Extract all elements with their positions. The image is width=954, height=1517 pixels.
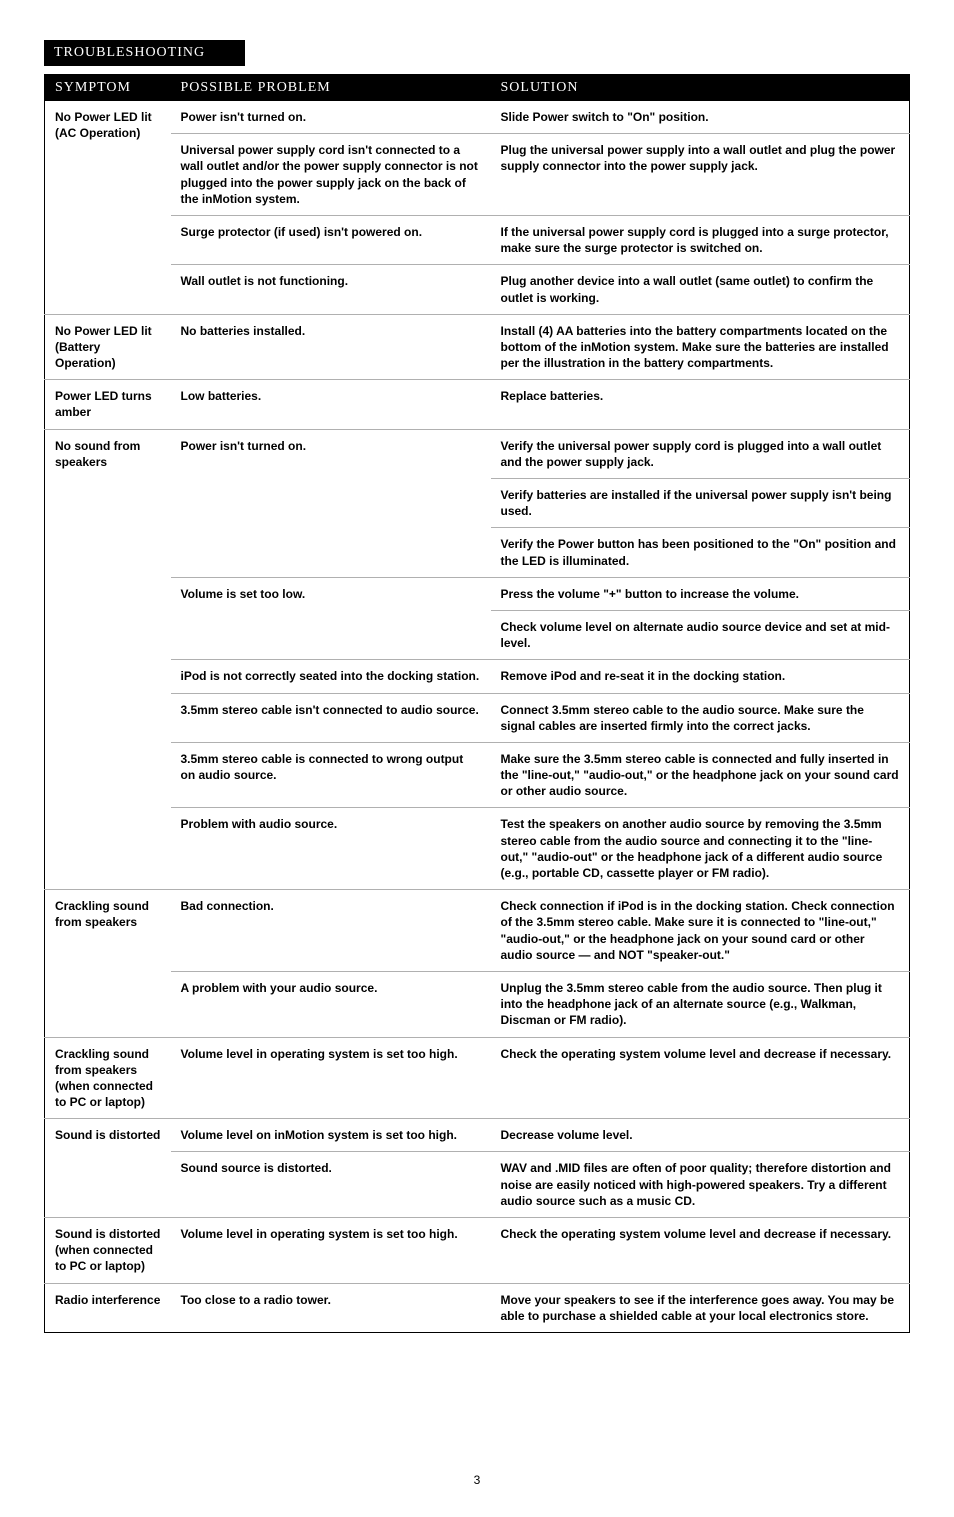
- solution-cell: WAV and .MID files are often of poor qua…: [491, 1152, 910, 1218]
- table-row: iPod is not correctly seated into the do…: [45, 660, 910, 693]
- problem-cell: No batteries installed.: [171, 314, 491, 380]
- problem-cell: 3.5mm stereo cable is connected to wrong…: [171, 742, 491, 808]
- section-header: TROUBLESHOOTING: [44, 40, 245, 66]
- table-row: Problem with audio source.Test the speak…: [45, 808, 910, 890]
- table-row: 3.5mm stereo cable isn't connected to au…: [45, 693, 910, 742]
- problem-cell: Volume is set too low.: [171, 577, 491, 660]
- solution-cell: Check the operating system volume level …: [491, 1037, 910, 1119]
- problem-cell: Volume level in operating system is set …: [171, 1218, 491, 1284]
- symptom-cell: Crackling sound from speakers (when conn…: [45, 1037, 171, 1119]
- solution-cell: Press the volume "+" button to increase …: [491, 577, 910, 610]
- solution-cell: Verify the Power button has been positio…: [491, 528, 910, 577]
- solution-cell: Connect 3.5mm stereo cable to the audio …: [491, 693, 910, 742]
- solution-cell: Verify batteries are installed if the un…: [491, 479, 910, 528]
- page-number: 3: [44, 1473, 910, 1487]
- solution-cell: Check volume level on alternate audio so…: [491, 610, 910, 659]
- problem-cell: Low batteries.: [171, 380, 491, 429]
- symptom-cell: No Power LED lit (AC Operation): [45, 101, 171, 314]
- troubleshooting-table: SYMPTOM POSSIBLE PROBLEM SOLUTION No Pow…: [44, 74, 910, 1333]
- problem-cell: A problem with your audio source.: [171, 971, 491, 1037]
- solution-cell: Install (4) AA batteries into the batter…: [491, 314, 910, 380]
- table-row: No Power LED lit (Battery Operation)No b…: [45, 314, 910, 380]
- solution-cell: Verify the universal power supply cord i…: [491, 429, 910, 478]
- solution-cell: Make sure the 3.5mm stereo cable is conn…: [491, 742, 910, 808]
- header-problem: POSSIBLE PROBLEM: [171, 75, 491, 102]
- symptom-cell: Power LED turns amber: [45, 380, 171, 429]
- solution-cell: Replace batteries.: [491, 380, 910, 429]
- table-row: Universal power supply cord isn't connec…: [45, 134, 910, 216]
- symptom-cell: Crackling sound from speakers: [45, 890, 171, 1037]
- problem-cell: Power isn't turned on.: [171, 429, 491, 577]
- table-header-row: SYMPTOM POSSIBLE PROBLEM SOLUTION: [45, 75, 910, 102]
- table-row: A problem with your audio source.Unplug …: [45, 971, 910, 1037]
- solution-cell: Decrease volume level.: [491, 1119, 910, 1152]
- solution-cell: Plug another device into a wall outlet (…: [491, 265, 910, 314]
- solution-cell: Test the speakers on another audio sourc…: [491, 808, 910, 890]
- problem-cell: Problem with audio source.: [171, 808, 491, 890]
- solution-cell: Slide Power switch to "On" position.: [491, 101, 910, 134]
- table-row: Sound source is distorted.WAV and .MID f…: [45, 1152, 910, 1218]
- table-row: Sound is distorted (when connected to PC…: [45, 1218, 910, 1284]
- solution-cell: Check connection if iPod is in the docki…: [491, 890, 910, 972]
- problem-cell: Power isn't turned on.: [171, 101, 491, 134]
- solution-cell: Move your speakers to see if the interfe…: [491, 1283, 910, 1332]
- solution-cell: Check the operating system volume level …: [491, 1218, 910, 1284]
- problem-cell: Volume level on inMotion system is set t…: [171, 1119, 491, 1152]
- problem-cell: iPod is not correctly seated into the do…: [171, 660, 491, 693]
- symptom-cell: Sound is distorted (when connected to PC…: [45, 1218, 171, 1284]
- problem-cell: Too close to a radio tower.: [171, 1283, 491, 1332]
- solution-cell: Unplug the 3.5mm stereo cable from the a…: [491, 971, 910, 1037]
- problem-cell: 3.5mm stereo cable isn't connected to au…: [171, 693, 491, 742]
- table-row: No sound from speakersPower isn't turned…: [45, 429, 910, 478]
- problem-cell: Wall outlet is not functioning.: [171, 265, 491, 314]
- solution-cell: Plug the universal power supply into a w…: [491, 134, 910, 216]
- table-row: Crackling sound from speakersBad connect…: [45, 890, 910, 972]
- header-symptom: SYMPTOM: [45, 75, 171, 102]
- table-row: Crackling sound from speakers (when conn…: [45, 1037, 910, 1119]
- symptom-cell: Radio interference: [45, 1283, 171, 1332]
- problem-cell: Volume level in operating system is set …: [171, 1037, 491, 1119]
- header-solution: SOLUTION: [491, 75, 910, 102]
- table-row: 3.5mm stereo cable is connected to wrong…: [45, 742, 910, 808]
- problem-cell: Sound source is distorted.: [171, 1152, 491, 1218]
- table-row: Wall outlet is not functioning.Plug anot…: [45, 265, 910, 314]
- table-row: Power LED turns amberLow batteries.Repla…: [45, 380, 910, 429]
- symptom-cell: No Power LED lit (Battery Operation): [45, 314, 171, 380]
- problem-cell: Universal power supply cord isn't connec…: [171, 134, 491, 216]
- problem-cell: Surge protector (if used) isn't powered …: [171, 215, 491, 264]
- table-row: Sound is distortedVolume level on inMoti…: [45, 1119, 910, 1152]
- table-row: No Power LED lit (AC Operation)Power isn…: [45, 101, 910, 134]
- solution-cell: Remove iPod and re-seat it in the dockin…: [491, 660, 910, 693]
- symptom-cell: No sound from speakers: [45, 429, 171, 890]
- table-row: Radio interferenceToo close to a radio t…: [45, 1283, 910, 1332]
- table-row: Surge protector (if used) isn't powered …: [45, 215, 910, 264]
- solution-cell: If the universal power supply cord is pl…: [491, 215, 910, 264]
- symptom-cell: Sound is distorted: [45, 1119, 171, 1218]
- table-row: Volume is set too low.Press the volume "…: [45, 577, 910, 610]
- problem-cell: Bad connection.: [171, 890, 491, 972]
